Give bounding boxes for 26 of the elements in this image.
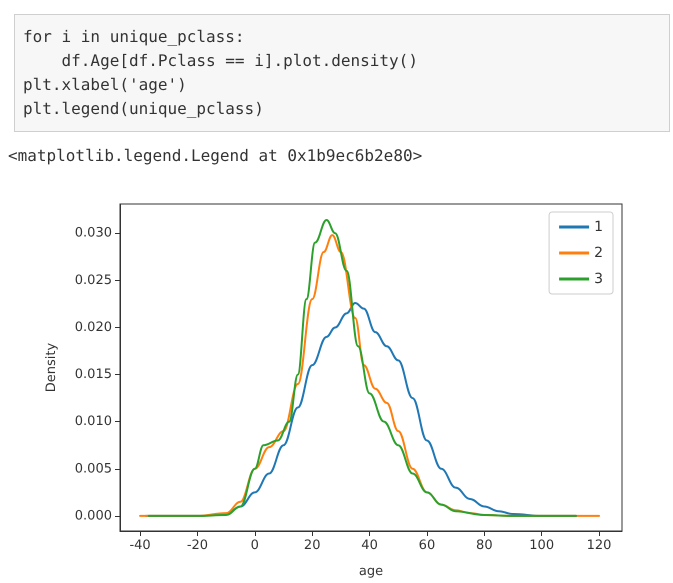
y-axis-title: Density <box>44 342 59 392</box>
text: plt.xlabel('age') <box>23 75 187 94</box>
x-tick-label: 40 <box>361 538 378 553</box>
legend-label: 2 <box>594 245 604 261</box>
legend-label: 1 <box>594 219 604 235</box>
x-tick-label: -40 <box>129 538 151 553</box>
y-tick-label: 0.010 <box>74 414 112 430</box>
y-tick-label: 0.015 <box>74 367 112 382</box>
text: for i in unique_pclass: <box>23 27 245 46</box>
text: df.Age[df.Pclass == i].plot.density() <box>62 51 418 70</box>
x-tick-label: 120 <box>586 538 612 553</box>
y-tick-label: 0.005 <box>74 461 112 476</box>
y-tick-label: 0.020 <box>74 320 112 335</box>
x-tick-label: 20 <box>304 538 320 553</box>
x-axis-title: age <box>358 564 384 579</box>
text: <matplotlib.legend.Legend at 0x1b9ec6b2e80> <box>8 146 422 165</box>
x-tick-label: 60 <box>418 538 436 553</box>
x-tick-label: 100 <box>529 538 554 553</box>
text: plt.legend(unique_pclass) <box>23 99 264 118</box>
x-tick-label: 0 <box>250 538 259 553</box>
y-tick-label: 0.025 <box>74 272 112 288</box>
x-tick-label: 80 <box>476 538 493 553</box>
x-tick-label: -20 <box>186 538 208 553</box>
y-tick-label: 0.030 <box>74 226 112 241</box>
y-tick-label: 0.000 <box>74 508 112 524</box>
legend-label: 3 <box>594 271 604 287</box>
